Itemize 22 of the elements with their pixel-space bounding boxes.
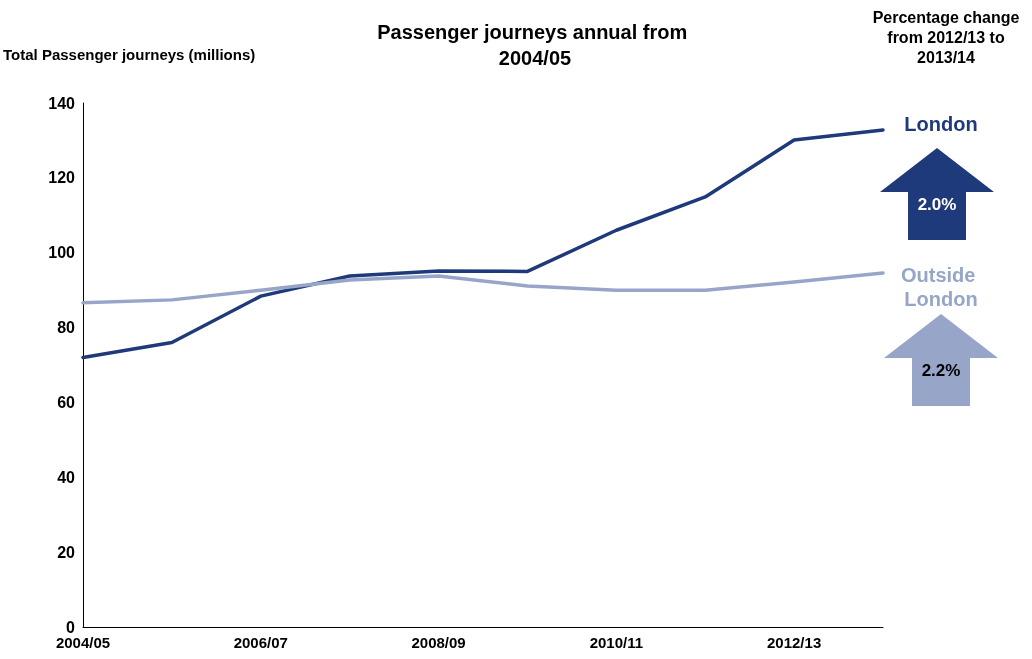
text: 2.0% [916, 194, 958, 216]
text: Percentage change from 2012/13 to 2013/14 [871, 8, 1021, 68]
y-axis-title: Total Passenger journeys (millions) [3, 46, 256, 63]
line-series [81, 128, 885, 360]
text: 2.2% [920, 360, 962, 382]
line-series [81, 271, 885, 305]
y-tick-label: 140 [48, 94, 76, 112]
y-tick-label: 100 [48, 244, 76, 262]
x-tick-label: 2008/09 [411, 634, 466, 651]
chart-title: Passenger journeys annual from 2004/05 [377, 21, 693, 69]
y-tick-label: 60 [57, 393, 76, 411]
y-tick-label: 20 [57, 543, 76, 561]
x-tick-label: 2006/07 [233, 634, 288, 651]
series-label: Outside London [900, 263, 982, 310]
x-tick-label: 2010/11 [589, 634, 644, 651]
y-tick-label: 80 [57, 319, 76, 337]
y-tick-label: 0 [66, 618, 76, 636]
x-tick-label: 2004/05 [55, 634, 111, 651]
y-tick-label: 120 [48, 169, 76, 187]
y-tick-label: 40 [57, 468, 76, 486]
x-tick-label: 2012/13 [766, 634, 822, 651]
series-label: London [904, 112, 978, 135]
